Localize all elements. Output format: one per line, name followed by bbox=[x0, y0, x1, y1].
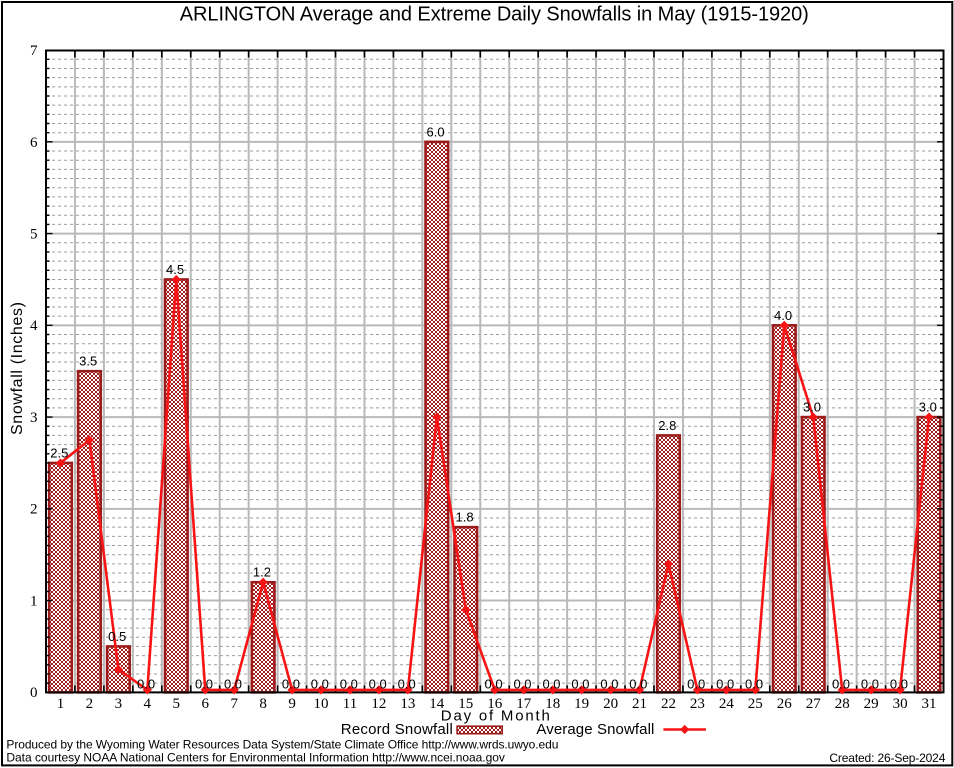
svg-text:0.0: 0.0 bbox=[629, 676, 647, 691]
svg-text:3.0: 3.0 bbox=[803, 400, 821, 415]
svg-text:0.0: 0.0 bbox=[137, 676, 155, 691]
svg-text:0.0: 0.0 bbox=[861, 676, 879, 691]
svg-text:2: 2 bbox=[86, 696, 94, 712]
svg-text:4: 4 bbox=[30, 318, 38, 334]
svg-text:3.5: 3.5 bbox=[79, 354, 97, 369]
svg-text:30: 30 bbox=[893, 696, 908, 712]
svg-text:0.0: 0.0 bbox=[369, 676, 387, 691]
svg-text:13: 13 bbox=[400, 696, 415, 712]
svg-text:Produced by the Wyoming Water: Produced by the Wyoming Water Resources … bbox=[6, 738, 558, 752]
svg-text:7: 7 bbox=[30, 43, 38, 59]
svg-text:0.0: 0.0 bbox=[282, 676, 300, 691]
svg-text:Created: 26-Sep-2024: Created: 26-Sep-2024 bbox=[829, 751, 945, 765]
svg-text:22: 22 bbox=[661, 696, 676, 712]
svg-text:3: 3 bbox=[115, 696, 123, 712]
svg-text:2.5: 2.5 bbox=[50, 445, 68, 460]
svg-text:0.0: 0.0 bbox=[542, 676, 560, 691]
svg-text:3.0: 3.0 bbox=[919, 400, 937, 415]
svg-text:1: 1 bbox=[57, 696, 65, 712]
svg-text:14: 14 bbox=[429, 696, 445, 712]
svg-text:2.8: 2.8 bbox=[658, 418, 676, 433]
svg-text:4: 4 bbox=[144, 696, 152, 712]
svg-text:31: 31 bbox=[922, 696, 937, 712]
svg-text:24: 24 bbox=[719, 696, 735, 712]
svg-text:21: 21 bbox=[632, 696, 647, 712]
svg-text:8: 8 bbox=[259, 696, 267, 712]
svg-text:0.0: 0.0 bbox=[716, 676, 734, 691]
svg-text:20: 20 bbox=[603, 696, 618, 712]
svg-text:0.0: 0.0 bbox=[600, 676, 618, 691]
svg-text:19: 19 bbox=[574, 696, 589, 712]
svg-text:4.0: 4.0 bbox=[774, 308, 792, 323]
svg-text:ARLINGTON Average and Extreme: ARLINGTON Average and Extreme Daily Snow… bbox=[180, 4, 809, 26]
svg-text:28: 28 bbox=[835, 696, 850, 712]
svg-text:Record Snowfall: Record Snowfall bbox=[341, 721, 453, 738]
svg-text:7: 7 bbox=[230, 696, 238, 712]
svg-text:12: 12 bbox=[371, 696, 386, 712]
svg-text:9: 9 bbox=[288, 696, 296, 712]
svg-text:4.5: 4.5 bbox=[166, 262, 184, 277]
svg-text:0.0: 0.0 bbox=[485, 676, 503, 691]
svg-text:10: 10 bbox=[314, 696, 329, 712]
svg-text:0: 0 bbox=[30, 685, 38, 701]
svg-text:5: 5 bbox=[30, 227, 38, 243]
svg-text:1: 1 bbox=[30, 594, 38, 610]
svg-text:1.2: 1.2 bbox=[253, 565, 271, 580]
svg-text:0.0: 0.0 bbox=[890, 676, 908, 691]
svg-text:27: 27 bbox=[806, 696, 822, 712]
svg-text:0.0: 0.0 bbox=[195, 676, 213, 691]
svg-text:0.0: 0.0 bbox=[832, 676, 850, 691]
svg-text:6: 6 bbox=[30, 135, 38, 151]
svg-text:0.5: 0.5 bbox=[108, 629, 126, 644]
svg-text:0.0: 0.0 bbox=[398, 676, 416, 691]
svg-text:0.0: 0.0 bbox=[687, 676, 705, 691]
svg-text:5: 5 bbox=[173, 696, 181, 712]
svg-text:17: 17 bbox=[516, 696, 532, 712]
svg-text:0.0: 0.0 bbox=[340, 676, 358, 691]
svg-text:0.0: 0.0 bbox=[745, 676, 763, 691]
svg-text:18: 18 bbox=[545, 696, 560, 712]
svg-text:0.0: 0.0 bbox=[311, 676, 329, 691]
svg-text:Data courtesy NOAA National Ce: Data courtesy NOAA National Centers for … bbox=[6, 751, 505, 765]
svg-text:29: 29 bbox=[864, 696, 879, 712]
svg-text:23: 23 bbox=[690, 696, 705, 712]
svg-text:25: 25 bbox=[748, 696, 763, 712]
svg-text:11: 11 bbox=[343, 696, 357, 712]
svg-text:15: 15 bbox=[458, 696, 473, 712]
svg-text:16: 16 bbox=[487, 696, 503, 712]
svg-text:0.0: 0.0 bbox=[571, 676, 589, 691]
svg-text:0.0: 0.0 bbox=[513, 676, 531, 691]
svg-text:3: 3 bbox=[30, 410, 38, 426]
svg-text:1.8: 1.8 bbox=[456, 510, 474, 525]
svg-text:26: 26 bbox=[777, 696, 793, 712]
svg-text:6: 6 bbox=[201, 696, 209, 712]
svg-text:Snowfall (Inches): Snowfall (Inches) bbox=[9, 302, 26, 435]
svg-text:6.0: 6.0 bbox=[427, 124, 445, 139]
svg-text:2: 2 bbox=[30, 502, 38, 518]
svg-text:0.0: 0.0 bbox=[224, 676, 242, 691]
svg-text:Average Snowfall: Average Snowfall bbox=[536, 721, 654, 738]
svg-text:Day of Month: Day of Month bbox=[441, 708, 550, 725]
